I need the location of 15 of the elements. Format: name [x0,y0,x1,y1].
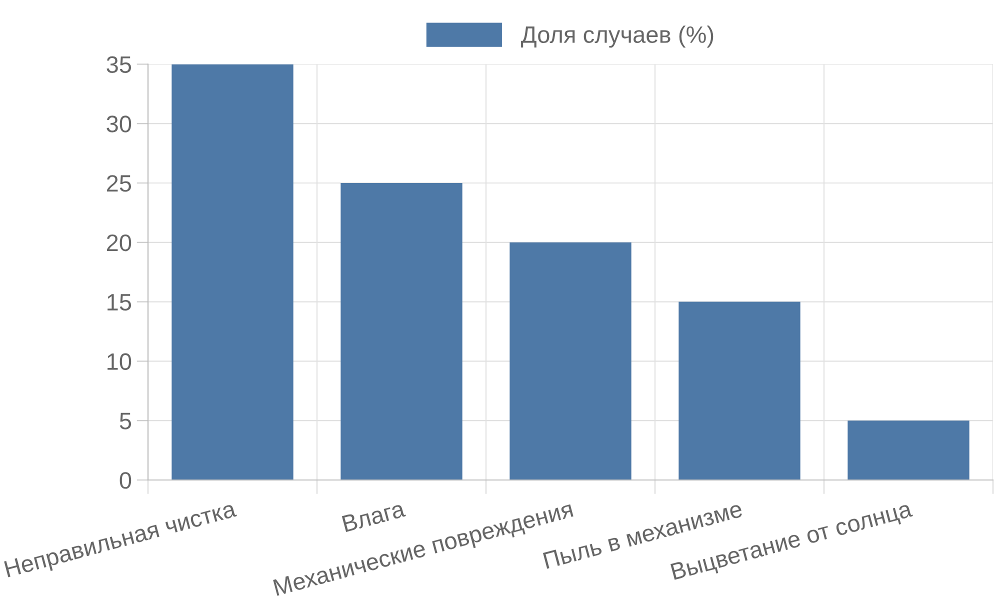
bar [848,420,970,480]
x-tick-label: Влага [342,500,406,532]
bar [510,242,632,480]
y-tick-label: 15 [108,294,132,311]
y-tick-label: 10 [108,353,132,370]
y-tick-label: 35 [106,56,132,73]
bar [678,302,800,480]
y-tick-label: 25 [106,175,132,192]
bar [340,183,462,480]
legend-label: Доля случаев (%) [521,26,714,48]
y-tick-label: 0 [120,472,132,489]
y-tick-label: 20 [106,234,132,252]
y-tick-label: 5 [120,412,132,430]
y-tick-label: 30 [106,116,132,132]
bar [172,64,294,480]
